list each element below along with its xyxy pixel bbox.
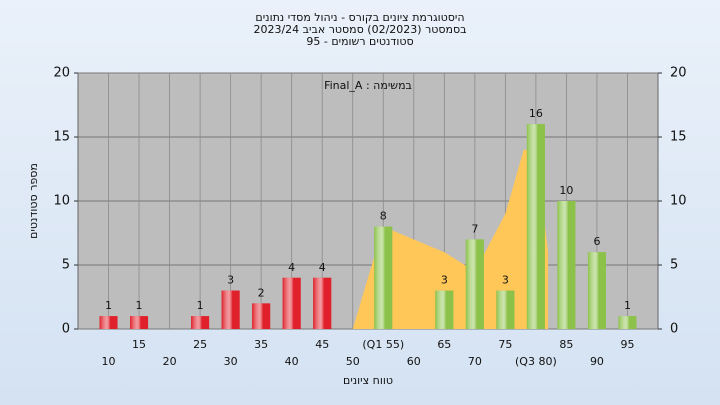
bar-shade: [191, 316, 210, 329]
data-label: 4: [319, 261, 326, 274]
bar-shade: [252, 303, 271, 329]
bar-shade: [496, 290, 515, 329]
x-tick-label: 75: [498, 338, 512, 351]
bar-shade: [435, 290, 454, 329]
y2-tick-label: 20: [670, 66, 687, 81]
title-line: היסטוגרמת ציונים בקורס - ניהול מסדי נתונ…: [255, 11, 464, 24]
data-label: 8: [380, 210, 387, 223]
data-label: 1: [136, 299, 143, 312]
y2-tick-label: 5: [670, 258, 678, 273]
x-tick-label: 40: [285, 355, 299, 368]
bar-shade: [313, 277, 332, 329]
data-label: 10: [559, 184, 573, 197]
bar-shade: [221, 290, 240, 329]
data-label: 1: [105, 299, 112, 312]
bar-shade: [557, 201, 576, 329]
x-tick-label: 65: [437, 338, 451, 351]
y-tick-label: 15: [53, 130, 70, 145]
area: [352, 149, 549, 329]
x-tick-label: 35: [254, 338, 268, 351]
data-label: 2: [258, 286, 265, 299]
bar-shade: [374, 226, 393, 329]
x-tick-label: 50: [346, 355, 360, 368]
x-tick-label: 25: [193, 338, 207, 351]
data-label: 1: [197, 299, 204, 312]
bar-shade: [282, 277, 301, 329]
y-tick-label: 10: [53, 194, 70, 209]
x-tick-label: 10: [102, 355, 116, 368]
title-line: 95 - סטודנטים רשומים: [306, 35, 413, 48]
title-line: בסמסטר (02/2023) סמסטר אביב 2023/24: [253, 23, 466, 36]
annotation: Final_A : במשימה: [324, 79, 412, 92]
bar-shade: [465, 239, 484, 329]
y2-tick-label: 10: [670, 194, 687, 209]
x-tick-label: 45: [315, 338, 329, 351]
x-tick-label: 90: [590, 355, 604, 368]
x-tick-label: (Q1 55): [362, 338, 404, 351]
x-tick-label: 70: [468, 355, 482, 368]
data-label: 4: [288, 261, 295, 274]
bar-shade: [526, 124, 545, 329]
data-label: 3: [441, 274, 448, 287]
x-tick-label: (Q3 80): [515, 355, 557, 368]
x-tick-label: 15: [132, 338, 146, 351]
x-tick-label: 20: [163, 355, 177, 368]
y2-tick-label: 15: [670, 130, 687, 145]
x-tick-label: 60: [407, 355, 421, 368]
x-tick-label: 30: [224, 355, 238, 368]
data-label: 7: [471, 222, 478, 235]
bar-shade: [587, 252, 606, 329]
data-label: 16: [529, 107, 543, 120]
y2-tick-label: 0: [670, 322, 678, 337]
data-label: 3: [502, 274, 509, 287]
y-tick-label: 20: [53, 66, 70, 81]
x-tick-label: 95: [620, 338, 634, 351]
y-tick-label: 5: [62, 258, 70, 273]
data-label: 3: [227, 274, 234, 287]
y-tick-label: 0: [62, 322, 70, 337]
x-tick-label: 85: [559, 338, 573, 351]
bar-shade: [99, 316, 118, 329]
bar-shade: [130, 316, 149, 329]
data-label: 1: [624, 299, 631, 312]
x-axis-label: טווח ציונים: [343, 374, 393, 387]
y-axis-label: מספר סטודנטים: [27, 163, 40, 239]
bar-shade: [618, 316, 637, 329]
data-label: 6: [593, 235, 600, 248]
